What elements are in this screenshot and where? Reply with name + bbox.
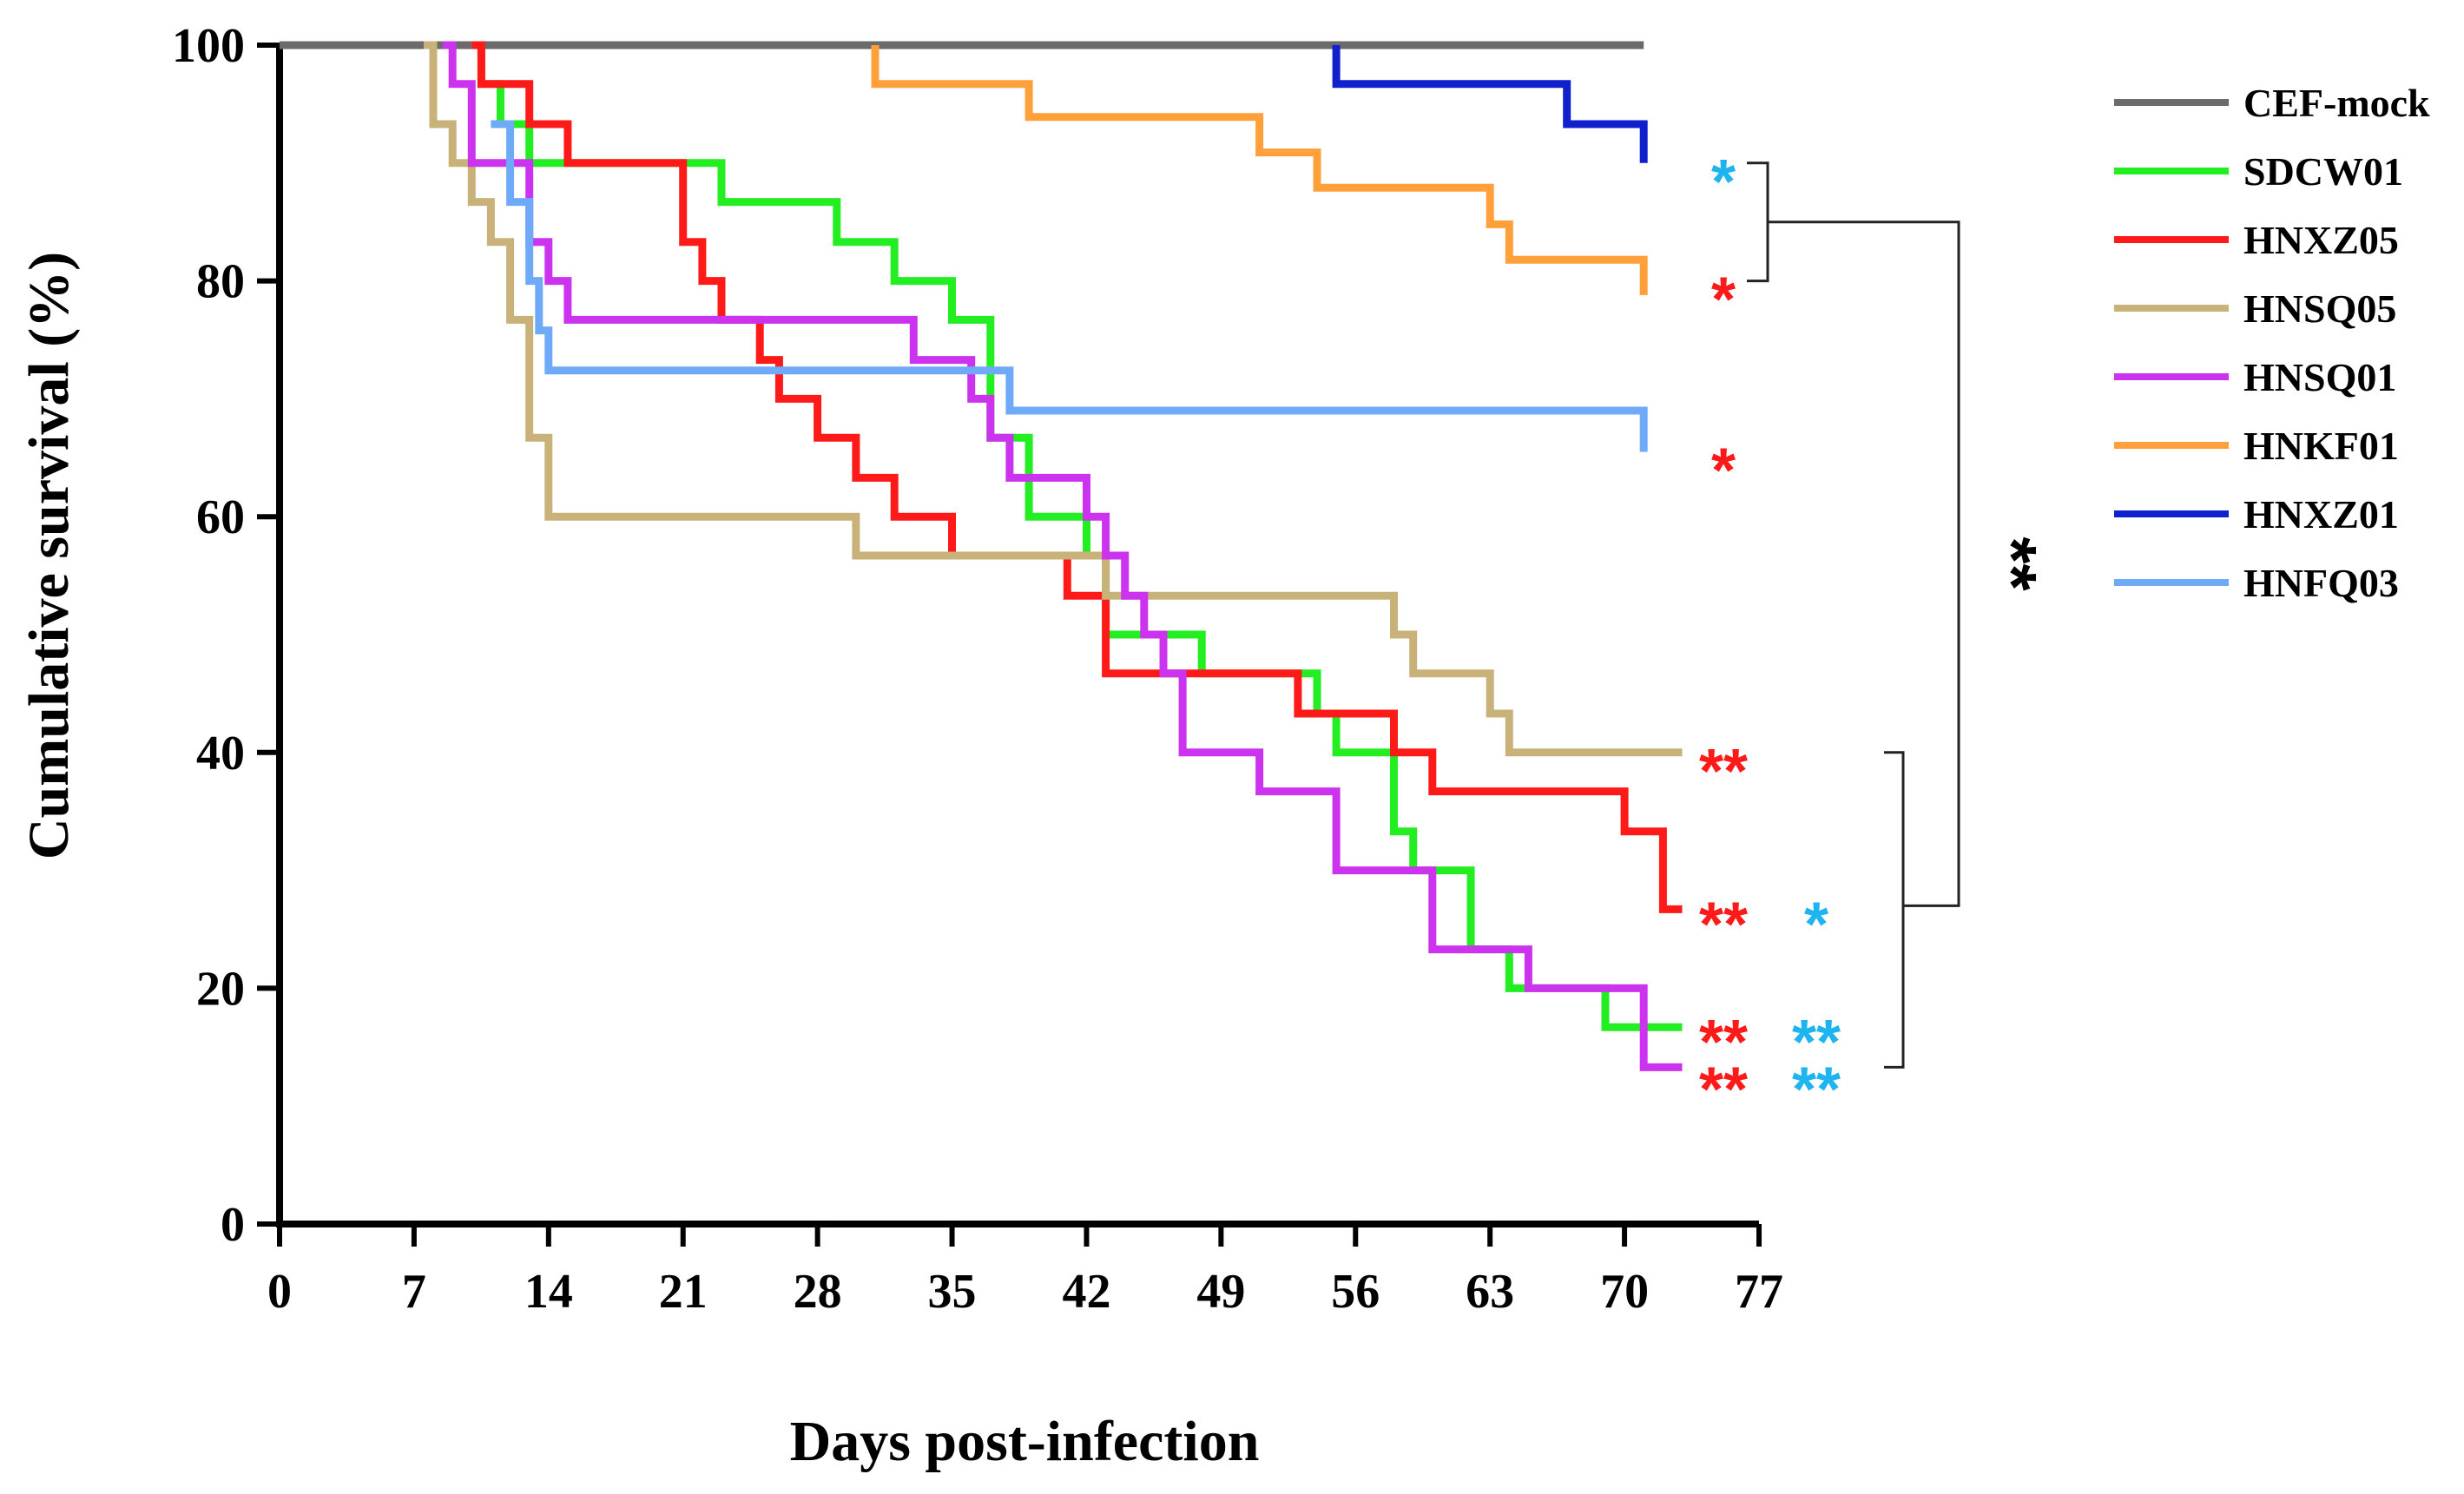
series-line-hnsq01 xyxy=(443,41,1683,1071)
legend-label-cef-mock: CEF-mock xyxy=(2243,81,2430,125)
y-axis-title: Cumulative survival (%) xyxy=(17,252,81,859)
x-tick-label: 49 xyxy=(1196,1265,1245,1319)
significance-mark-hnsq05-0: ** xyxy=(1699,737,1748,806)
x-tick-label: 63 xyxy=(1466,1265,1514,1319)
x-tick-label: 7 xyxy=(402,1265,426,1319)
x-tick-label: 77 xyxy=(1735,1265,1783,1319)
y-tick-label: 80 xyxy=(196,255,245,309)
y-tick-label: 20 xyxy=(196,962,245,1016)
series-line-hnfq03 xyxy=(491,120,1648,452)
series-layer xyxy=(280,41,1683,1071)
x-tick-label: 42 xyxy=(1062,1265,1110,1319)
x-tick-label: 0 xyxy=(267,1265,292,1319)
group-comparison-mark: ** xyxy=(1973,536,2051,591)
series-line-hnxz01 xyxy=(1332,45,1648,163)
axes: 0 20 40 60 80 100 0 7 14 21 28 35 42 49 56 63 70 77 xyxy=(172,19,1783,1319)
legend-label-hnsq05: HNSQ05 xyxy=(2243,286,2396,331)
y-tick-label: 0 xyxy=(221,1198,245,1252)
y-tick-label: 60 xyxy=(196,490,245,544)
significance-mark-sdcw01-0: ** xyxy=(1699,1008,1748,1077)
significance-mark-hnxz05-1: * xyxy=(1804,890,1828,959)
significance-mark-hnkf01-0: * xyxy=(1711,266,1736,335)
x-tick-label: 35 xyxy=(928,1265,977,1319)
significance-mark-hnfq03-0: * xyxy=(1711,437,1736,506)
bracket-upper-pair xyxy=(1747,161,1769,283)
y-tick-label: 40 xyxy=(196,727,245,780)
y-tick-label: 100 xyxy=(172,19,245,73)
x-axis-title: Days post-infection xyxy=(790,1410,1260,1473)
legend-label-hnxz05: HNXZ05 xyxy=(2243,218,2399,262)
significance-mark-hnxz05-0: ** xyxy=(1699,890,1748,959)
significance-mark-hnsq01-1: ** xyxy=(1792,1055,1841,1124)
significance-mark-hnsq01-0: ** xyxy=(1699,1055,1748,1124)
x-tick-label: 21 xyxy=(659,1265,708,1319)
bracket-group-comparison xyxy=(1768,220,1960,907)
series-line-hnsq05 xyxy=(424,41,1683,757)
series-line-hnkf01 xyxy=(871,45,1648,295)
legend-label-hnxz01: HNXZ01 xyxy=(2243,492,2399,536)
legend-label-sdcw01: SDCW01 xyxy=(2243,149,2403,194)
x-tick-label: 28 xyxy=(794,1265,842,1319)
significance-mark-hnxz01-0: * xyxy=(1711,148,1736,217)
significance-mark-sdcw01-1: ** xyxy=(1792,1008,1841,1077)
legend-label-hnsq01: HNSQ01 xyxy=(2243,355,2396,399)
legend: CEF-mock SDCW01 HNXZ05 HNSQ05 HNSQ01 HNKF01 HN… xyxy=(2114,81,2430,605)
x-tick-label: 56 xyxy=(1331,1265,1380,1319)
bracket-lower-group xyxy=(1884,751,1905,1069)
x-tick-label: 14 xyxy=(524,1265,573,1319)
legend-label-hnfq03: HNFQ03 xyxy=(2243,561,2399,605)
legend-label-hnkf01: HNKF01 xyxy=(2243,424,2399,468)
significance-annotations: ******* *** **** **** xyxy=(1699,148,2051,1125)
x-tick-label: 70 xyxy=(1600,1265,1649,1319)
series-line-sdcw01 xyxy=(471,41,1683,1031)
series-line-hnxz05 xyxy=(471,41,1683,913)
